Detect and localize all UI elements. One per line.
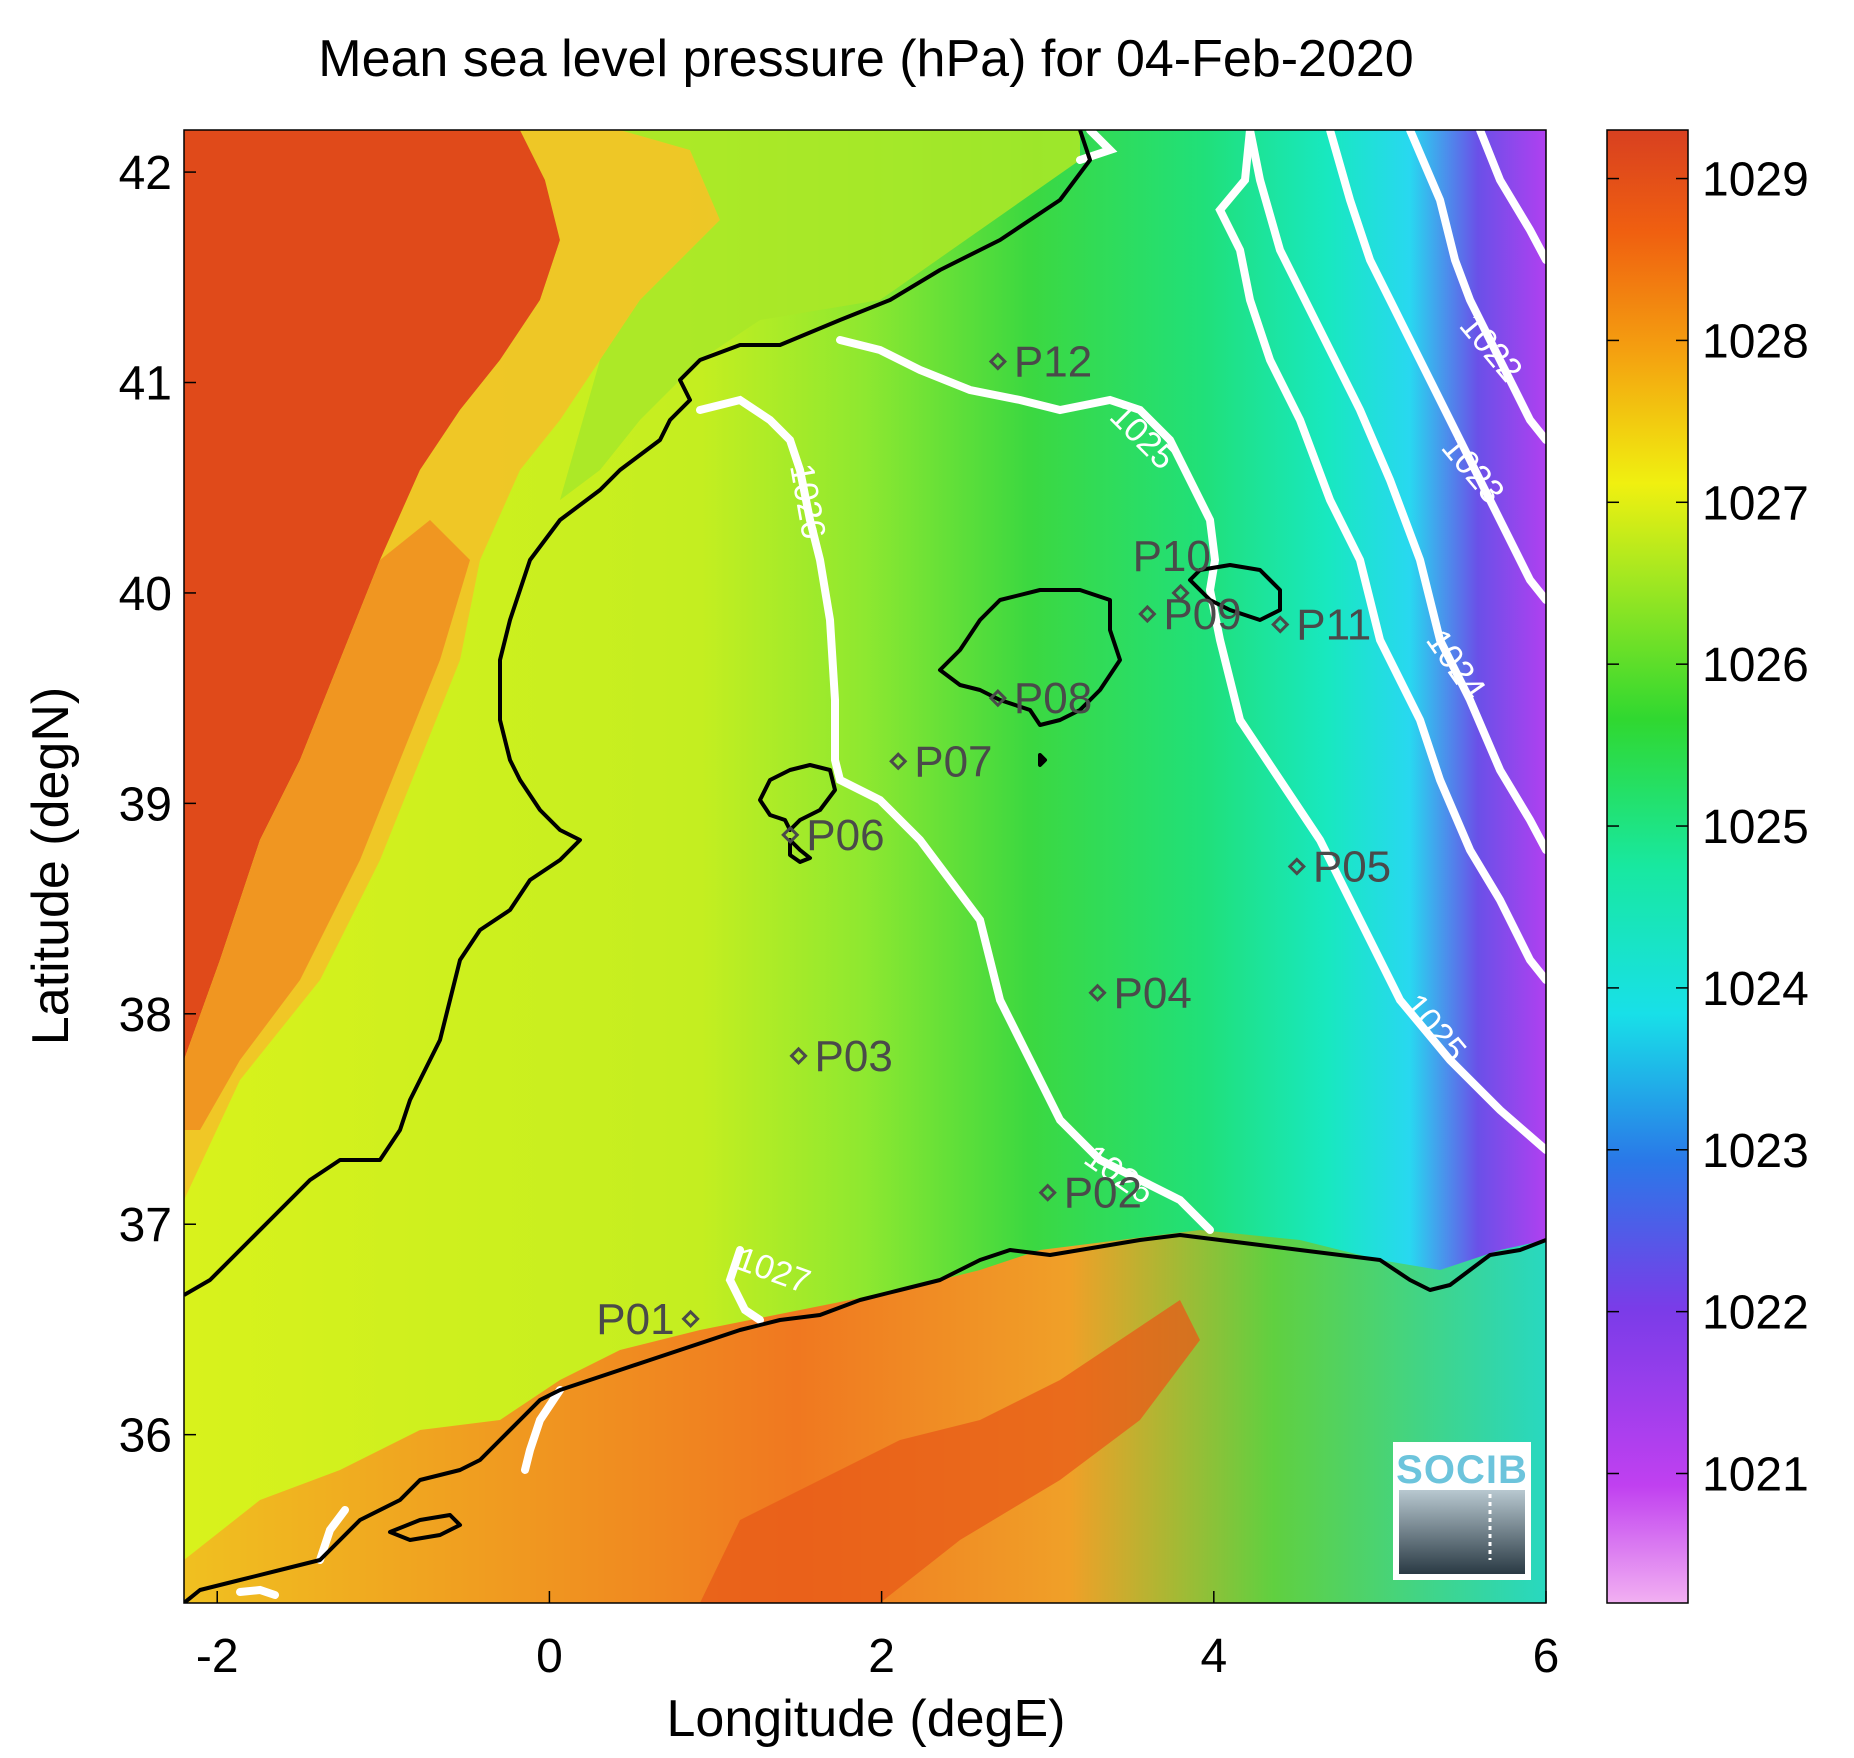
- chart-title: Mean sea level pressure (hPa) for 04-Feb…: [318, 30, 1413, 88]
- station-marker-icon: [1171, 583, 1190, 603]
- station-marker-icon: [681, 1309, 700, 1329]
- station-label: P07: [914, 737, 992, 786]
- station-marker-icon: [988, 689, 1008, 708]
- station-marker-icon: [889, 752, 908, 771]
- mallorca-island: [938, 588, 1122, 727]
- station-label: P02: [1064, 1169, 1142, 1218]
- y-tick-label: 37: [119, 1199, 172, 1252]
- menorca-island: [1188, 563, 1282, 622]
- station-marker-icon: [988, 352, 1008, 371]
- contour-1024: [1246, 130, 1546, 854]
- station-p11: P11: [1271, 601, 1371, 650]
- colorbar-tick-label: 1026: [1702, 639, 1809, 692]
- x-axis-ticks: -2 0 2 4 6: [196, 1591, 1559, 1683]
- station-label: P05: [1313, 843, 1391, 892]
- colorbar: 1021 1022 1023 1024 1025 1026 1027 1028 1029: [1606, 129, 1809, 1604]
- catalonia-land-field: [560, 130, 1080, 500]
- station-p07: P07: [889, 737, 993, 786]
- colorbar-gradient: [1606, 129, 1689, 1604]
- station-p01: P01: [596, 1295, 700, 1344]
- formentera-island: [788, 838, 812, 864]
- station-marker-icon: [1287, 857, 1306, 876]
- colorbar-tick-label: 1022: [1702, 1287, 1809, 1340]
- africa-coastline: [184, 1233, 1546, 1603]
- x-tick-label: 6: [1533, 1630, 1560, 1683]
- contour-1027-sw: [236, 1506, 349, 1599]
- station-label: P04: [1114, 969, 1192, 1018]
- station-p05: P05: [1287, 843, 1391, 892]
- y-tick-label: 41: [119, 358, 172, 411]
- colorbar-tick-label: 1025: [1702, 801, 1809, 854]
- cabrera-island: [1038, 753, 1047, 767]
- iberia-coastal-orange: [184, 520, 470, 1130]
- station-p03: P03: [789, 1032, 893, 1081]
- socib-logo: SOCIB: [1393, 1442, 1531, 1580]
- station-marker-icon: [781, 825, 800, 845]
- contour-1022: [1476, 130, 1546, 264]
- iberia-coastline: [184, 130, 1092, 1297]
- station-p06: P06: [781, 811, 885, 860]
- y-tick-label: 42: [119, 147, 172, 200]
- x-tick-label: 0: [536, 1630, 563, 1683]
- station-marker-icon: [1138, 604, 1157, 624]
- y-axis-label: Latitude (degN): [22, 687, 80, 1045]
- station-p12: P12: [988, 337, 1092, 386]
- station-marker-icon: [1088, 983, 1107, 1002]
- logo-gradient: [1399, 1490, 1525, 1574]
- contour-1025-east: [1206, 130, 1546, 1154]
- y-tick-label: 39: [119, 778, 172, 831]
- y-tick-label: 38: [119, 989, 172, 1042]
- contour-1026: [696, 395, 1214, 1234]
- contour-1023: [1326, 130, 1546, 604]
- station-p09: P09: [1138, 590, 1242, 639]
- ibiza-island: [758, 763, 837, 832]
- iberia-land-field: [184, 130, 560, 1060]
- coastlines: [184, 130, 1546, 1603]
- station-p02: P02: [1038, 1169, 1142, 1218]
- x-axis-label: Longitude (degE): [667, 1690, 1066, 1748]
- station-label: P06: [806, 811, 884, 860]
- station-marker-icon: [1271, 615, 1290, 634]
- station-markers: P01 P02 P03 P04 P05 P06 P07 P08 P09 P10 P11 P12: [596, 337, 1391, 1343]
- x-tick-label: 2: [868, 1630, 895, 1683]
- colorbar-tick-label: 1024: [1702, 963, 1809, 1016]
- x-tick-label: -2: [196, 1630, 239, 1683]
- map-frame: [183, 129, 1547, 1604]
- station-label: P12: [1014, 337, 1092, 386]
- station-marker-icon: [789, 1046, 808, 1066]
- station-label: P09: [1163, 590, 1241, 639]
- logo-text: SOCIB: [1396, 1448, 1528, 1492]
- station-p10: P10: [1133, 532, 1211, 603]
- station-label: P11: [1296, 601, 1371, 650]
- colorbar-tick-label: 1029: [1702, 154, 1809, 207]
- y-tick-label: 40: [119, 568, 172, 621]
- station-label: P08: [1014, 674, 1092, 723]
- station-label: P01: [596, 1295, 674, 1344]
- africa-land-field: [184, 1230, 1546, 1603]
- colorbar-tick-label: 1021: [1702, 1449, 1809, 1502]
- y-tick-label: 36: [119, 1410, 172, 1463]
- colorbar-tick-label: 1028: [1702, 315, 1809, 368]
- pressure-field: 1027 1026 1026 1025 1025 1024 1023 1022 …: [184, 130, 1546, 1603]
- contour-1022b: [1406, 130, 1546, 444]
- station-marker-icon: [1038, 1183, 1057, 1202]
- contour-1027: [521, 1246, 764, 1474]
- contour-lines: [236, 130, 1546, 1599]
- africa-hot-core: [700, 1300, 1200, 1603]
- colorbar-ticks: 1021 1022 1023 1024 1025 1026 1027 1028 1029: [1607, 154, 1809, 1502]
- station-label: P03: [815, 1032, 893, 1081]
- station-p08: P08: [988, 674, 1092, 723]
- x-tick-label: 4: [1200, 1630, 1227, 1683]
- station-p04: P04: [1088, 969, 1192, 1018]
- alboran-island: [388, 1513, 462, 1542]
- colorbar-tick-label: 1027: [1702, 477, 1809, 530]
- y-axis-ticks: 36 37 38 39 40 41 42: [119, 147, 196, 1463]
- colorbar-tick-label: 1023: [1702, 1125, 1809, 1178]
- station-label: P10: [1133, 532, 1211, 581]
